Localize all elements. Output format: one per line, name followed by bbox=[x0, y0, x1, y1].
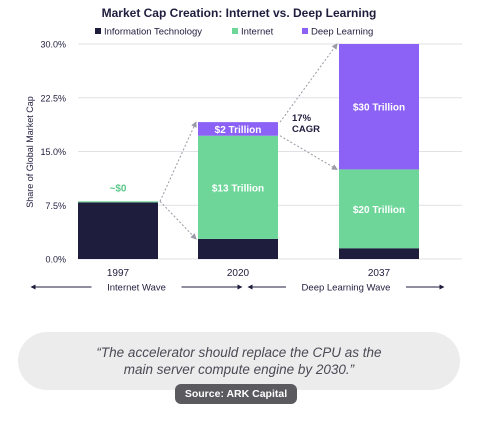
cagr-annotation: 17% bbox=[292, 113, 312, 124]
y-tick-label: 30.0% bbox=[40, 40, 66, 50]
bar-segment bbox=[339, 44, 419, 170]
data-label: $30 Trillion bbox=[353, 103, 405, 114]
bar-segment bbox=[198, 122, 278, 136]
legend-label: Deep Learning bbox=[311, 27, 373, 38]
era-label-bg bbox=[286, 280, 406, 294]
legend-label: Internet bbox=[241, 27, 274, 38]
x-tick-label: 2037 bbox=[368, 268, 391, 279]
bar-segment bbox=[198, 135, 278, 239]
chart-canvas: Market Cap Creation: Internet vs. Deep L… bbox=[25, 6, 462, 294]
data-label: ~$0 bbox=[110, 183, 127, 194]
y-tick-label: 7.5% bbox=[45, 201, 66, 211]
legend-label: Information Technology bbox=[104, 27, 202, 38]
y-tick-label: 0.0% bbox=[45, 255, 66, 265]
x-tick-label: 2020 bbox=[227, 268, 250, 279]
x-tick-label: 1997 bbox=[107, 268, 130, 279]
data-label: $13 Trillion bbox=[212, 183, 264, 194]
quote-card: “The accelerator should replace the CPU … bbox=[18, 332, 460, 390]
bar-segment bbox=[78, 201, 158, 203]
connector-arrow bbox=[279, 43, 338, 123]
source-badge: Source: ARK Capital bbox=[175, 384, 297, 404]
chart-title: Market Cap Creation: Internet vs. Deep L… bbox=[102, 6, 377, 20]
quote-text: “The accelerator should replace the CPU … bbox=[96, 345, 382, 377]
era-label: Deep Learning Wave bbox=[302, 283, 391, 294]
y-tick-label: 15.0% bbox=[40, 147, 66, 157]
legend-swatch bbox=[95, 28, 101, 34]
y-tick-label: 22.5% bbox=[40, 93, 66, 103]
bar-segment bbox=[198, 238, 278, 259]
era-label: Internet Wave bbox=[107, 283, 166, 294]
market-cap-chart: Market Cap Creation: Internet vs. Deep L… bbox=[25, 6, 462, 294]
connector-arrow bbox=[159, 121, 197, 202]
bar-segment bbox=[78, 202, 158, 259]
bar-segment bbox=[339, 169, 419, 249]
data-label: $2 Trillion bbox=[215, 125, 262, 136]
era-label-bg bbox=[91, 280, 182, 294]
data-label: $20 Trillion bbox=[353, 205, 405, 216]
connector-arrow bbox=[279, 135, 338, 170]
legend-swatch bbox=[232, 28, 238, 34]
cagr-annotation: CAGR bbox=[292, 124, 320, 135]
connector-arrow bbox=[159, 200, 197, 240]
y-axis-label: Share of Global Market Cap bbox=[25, 96, 35, 208]
legend-swatch bbox=[302, 28, 308, 34]
bar-segment bbox=[339, 248, 419, 259]
